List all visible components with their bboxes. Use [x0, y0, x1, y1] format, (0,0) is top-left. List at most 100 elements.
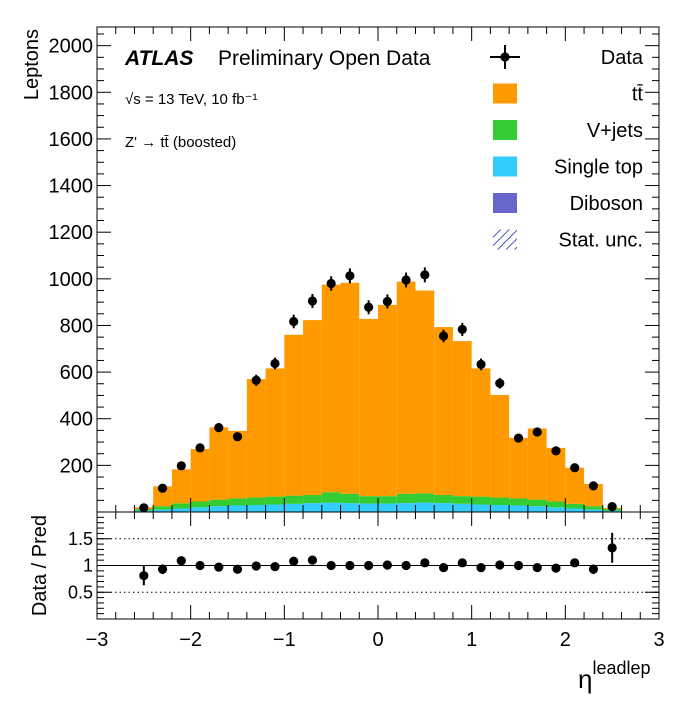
stack-bar [246, 497, 266, 506]
data-marker [326, 278, 336, 289]
data-point [176, 461, 186, 471]
stack-bar [340, 282, 360, 494]
ratio-point [513, 560, 524, 571]
stack-bar [490, 505, 510, 512]
ratio-marker [457, 558, 467, 568]
data-marker [476, 359, 486, 370]
x-axis-label-superscript: leadlep [592, 658, 650, 678]
data-point [139, 503, 149, 513]
stack-bar [415, 290, 435, 494]
data-marker [495, 378, 505, 388]
ratio-point [607, 532, 617, 563]
ratio-marker [307, 555, 318, 565]
ratio-marker [570, 558, 580, 568]
stack-bar [378, 503, 397, 512]
data-marker [513, 433, 524, 443]
data-marker [232, 432, 243, 442]
stack-bar [190, 507, 210, 512]
ratio-marker [551, 563, 561, 573]
ratio-marker [364, 560, 374, 571]
stack-bar [396, 503, 416, 512]
x-tick-label: 0 [372, 629, 383, 651]
ratio-marker [401, 560, 411, 571]
stack-bar [228, 430, 247, 499]
stack-bar [396, 493, 416, 504]
x-tick-label: −3 [86, 629, 109, 651]
stack-bar [602, 510, 622, 512]
legend-entry: Single top [493, 156, 643, 179]
legend-label: Data [601, 47, 644, 69]
ratio-y-axis-label: Data / Pred [29, 515, 51, 616]
ratio-marker [326, 560, 336, 571]
stacked-histogram [134, 281, 622, 512]
stack-bar [584, 506, 603, 510]
data-marker [382, 296, 392, 307]
stack-bar [565, 503, 585, 509]
x-tick-label: −2 [179, 629, 202, 651]
ratio-reference-lines [97, 538, 659, 593]
stack-bar [171, 503, 191, 509]
data-marker [551, 446, 561, 456]
legend-label: tt̄ [632, 83, 644, 105]
ratio-point [588, 564, 599, 575]
data-point [570, 463, 580, 473]
stack-bar [434, 503, 453, 512]
ratio-point [457, 558, 467, 568]
data-point [401, 272, 411, 288]
data-point [476, 358, 486, 371]
stack-bar [228, 498, 247, 506]
data-marker [438, 331, 449, 341]
main-panel: 200 400 600 800 1000 1200 1400 1600 1800 2000 Lep… [21, 26, 660, 513]
ratio-marker [420, 558, 430, 568]
y-tick-label: 800 [60, 315, 93, 337]
data-point [232, 432, 243, 442]
stack-bar [434, 327, 453, 495]
ratio-marker [345, 560, 355, 571]
legend: Data tt̄ V+jets Single top Diboson Stat. unc. [490, 45, 644, 252]
x-axis-label: ηleadlep [578, 658, 651, 694]
stack-bar [359, 318, 378, 497]
stack-bar [153, 486, 172, 507]
data-marker [139, 503, 149, 513]
legend-label: Diboson [570, 193, 643, 215]
y-tick-label: 1600 [49, 129, 94, 151]
stack-bar [321, 492, 341, 503]
stack-bar [246, 379, 266, 498]
legend-entry: tt̄ [493, 83, 644, 106]
data-marker [345, 271, 355, 281]
x-axis-label-symbol: η [578, 664, 592, 694]
stack-bar [415, 502, 435, 512]
main-y-axis: 200 400 600 800 1000 1200 1400 1600 1800 2000 [49, 33, 659, 501]
ratio-marker [157, 564, 168, 574]
stack-bar [190, 449, 210, 502]
ratio-marker [214, 562, 224, 572]
stack-bar [471, 504, 491, 512]
ratio-panel: 0.5 1 1.5 −3 −2 −1 0 1 2 3 Data / Pred ηleadlep [29, 511, 665, 694]
series-v-jets [134, 492, 622, 511]
data-point [607, 502, 617, 512]
x-tick-label: −1 [273, 629, 296, 651]
series-single-top [134, 502, 622, 512]
ratio-point [289, 556, 299, 566]
y-tick-label: 400 [60, 409, 93, 431]
data-point [532, 427, 542, 437]
legend-entry: Data [490, 45, 644, 69]
stack-bar [378, 304, 397, 497]
stack-bar [546, 507, 566, 512]
stack-bar [434, 494, 453, 504]
data-marker [157, 483, 168, 493]
atlas-suffix-text: Preliminary Open Data [218, 47, 431, 70]
stack-bar [340, 493, 360, 504]
ratio-y-tick-label: 1.5 [68, 529, 93, 549]
stack-bar [546, 447, 566, 502]
legend-label: Stat. unc. [559, 230, 644, 252]
atlas-text: ATLAS [124, 47, 193, 70]
y-axis-label: Leptons [21, 29, 43, 100]
data-point [157, 483, 168, 493]
ratio-point [157, 564, 168, 575]
legend-hatch-swatch [493, 229, 517, 250]
legend-swatch [493, 156, 517, 177]
ratio-marker [289, 556, 299, 566]
ratio-point [214, 562, 224, 572]
